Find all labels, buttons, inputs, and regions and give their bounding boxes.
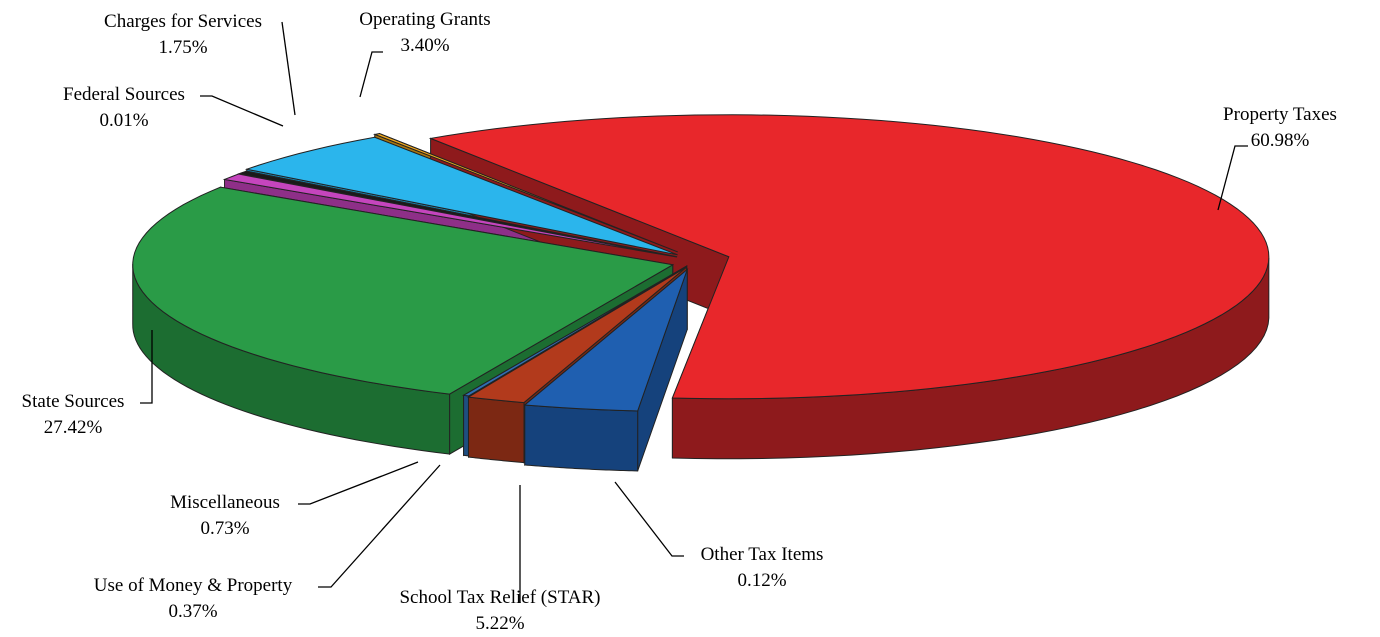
slice-charges-for-services	[466, 266, 687, 404]
slice-side-operating-grants	[524, 404, 639, 472]
leader-line-operating-grants	[359, 51, 383, 98]
slice-labels: Property Taxes 60.98% Other Tax Items 0.12%…	[22, 9, 1337, 634]
leader-lines	[140, 21, 1248, 603]
slice-value-use-of-money-property: 0.37%	[168, 601, 217, 622]
slice-value-charges-for-services: 1.75%	[158, 37, 207, 58]
slice-value-school-tax-relief-star: 5.22%	[475, 613, 524, 634]
leader-line-miscellaneous	[298, 461, 419, 505]
slice-operating-grants	[523, 268, 689, 412]
slice-label-property-taxes: Property Taxes	[1223, 104, 1337, 125]
slice-label-operating-grants: Operating Grants	[359, 9, 490, 30]
slice-other-tax-items	[372, 133, 678, 253]
leader-line-other-tax-items	[614, 481, 684, 557]
slice-value-other-tax-items: 0.12%	[737, 570, 786, 591]
slice-value-federal-sources: 0.01%	[99, 110, 148, 131]
slice-label-use-of-money-property: Use of Money & Property	[94, 575, 293, 596]
slice-value-operating-grants: 3.40%	[400, 35, 449, 56]
leader-line-charges-for-services	[281, 21, 296, 116]
leader-line-federal-sources	[200, 95, 284, 127]
slice-label-federal-sources: Federal Sources	[63, 84, 185, 105]
slice-value-property-taxes: 60.98%	[1251, 130, 1310, 151]
slice-label-other-tax-items: Other Tax Items	[701, 544, 824, 565]
slice-label-school-tax-relief-star: School Tax Relief (STAR)	[399, 587, 600, 608]
slice-school-tax-relief-star	[244, 136, 678, 256]
slice-federal-sources	[462, 265, 687, 397]
slice-state-sources	[132, 186, 675, 395]
slice-tops	[132, 114, 1270, 412]
slice-value-miscellaneous: 0.73%	[200, 518, 249, 539]
slice-label-state-sources: State Sources	[22, 391, 125, 412]
slice-miscellaneous	[222, 173, 677, 258]
leader-line-use-of-money-property	[318, 464, 441, 588]
slice-property-taxes	[428, 114, 1270, 400]
leader-line-state-sources	[140, 330, 153, 404]
leader-line-property-taxes	[1217, 145, 1248, 211]
slice-value-state-sources: 27.42%	[44, 417, 103, 438]
slice-label-miscellaneous: Miscellaneous	[170, 492, 280, 513]
slice-label-charges-for-services: Charges for Services	[104, 11, 262, 32]
slice-side-federal-sources	[463, 394, 470, 457]
slice-side-charges-for-services	[467, 396, 525, 464]
